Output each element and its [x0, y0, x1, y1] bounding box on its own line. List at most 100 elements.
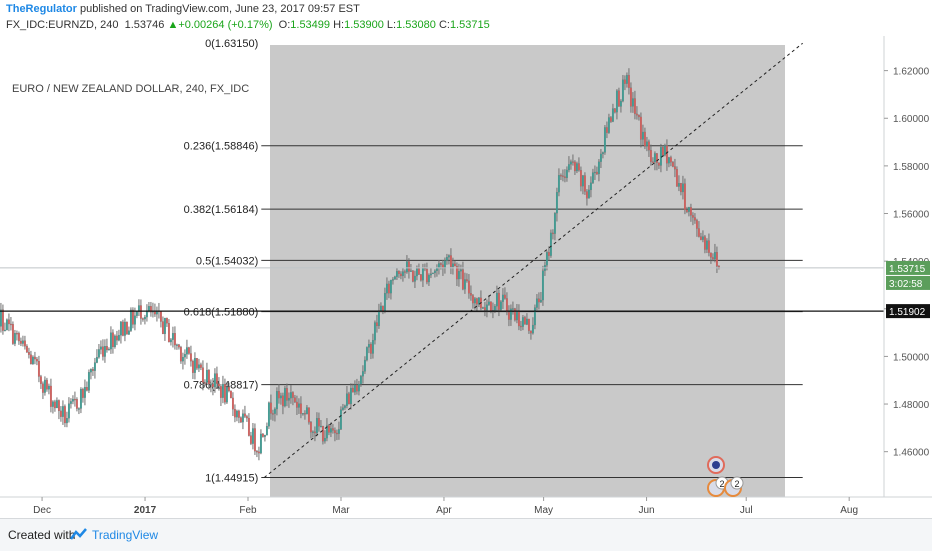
horizontal-line-label: 1.51902 — [889, 307, 926, 318]
candle-body — [601, 152, 604, 155]
candle-body — [533, 307, 536, 326]
tradingview-logo-icon[interactable] — [70, 527, 88, 541]
candle-body — [205, 369, 208, 383]
candle-body — [581, 175, 584, 187]
candle-body — [495, 292, 498, 307]
candle-body — [409, 270, 412, 272]
candle-body — [267, 402, 270, 427]
candle-body — [261, 433, 264, 437]
candle-body — [459, 269, 462, 272]
candle-body — [405, 261, 408, 273]
candle-body — [545, 252, 548, 266]
x-tick-label: Jul — [740, 505, 753, 516]
candle-body — [331, 428, 334, 431]
candle-body — [707, 240, 710, 253]
candle-body — [693, 217, 696, 221]
candle-body — [63, 406, 66, 424]
candle-body — [255, 450, 258, 453]
candle-body — [629, 87, 632, 107]
event-count-badge — [730, 476, 744, 490]
up-arrow-icon: ▲ — [167, 19, 179, 31]
candle-body — [121, 321, 124, 336]
candle-body — [287, 397, 290, 401]
candle-body — [195, 358, 198, 369]
candle-body — [47, 385, 50, 390]
candle-body — [273, 408, 276, 414]
candle-body — [357, 383, 360, 392]
chart-area[interactable]: 0(1.63150) 0.236(1.58846) 0.382(1.56184) 0.… — [0, 36, 932, 518]
candle-body — [349, 387, 352, 405]
candle-body — [665, 145, 668, 164]
candle-body — [177, 344, 180, 348]
candle-body — [703, 236, 706, 250]
candle-body — [573, 161, 576, 172]
candle-body — [179, 347, 182, 362]
candle-body — [165, 317, 168, 324]
candle-body — [313, 431, 316, 434]
candle-body — [477, 297, 480, 305]
candle-body — [557, 175, 560, 193]
author-link[interactable]: TheRegulator — [6, 3, 77, 15]
candle-body — [257, 451, 260, 454]
candle-body — [263, 434, 266, 437]
candle-body — [645, 141, 648, 147]
fib-level-label: 0.5(1.54032) — [196, 255, 258, 267]
publish-info: published on TradingView.com, June 23, 2… — [76, 3, 360, 15]
candle-body — [1, 309, 4, 331]
candle-body — [395, 271, 398, 277]
tradingview-brand-link[interactable]: TradingView — [92, 528, 159, 542]
candle-body — [89, 369, 92, 373]
candle-body — [513, 308, 516, 321]
candle-body — [427, 274, 430, 283]
candle-body — [363, 359, 366, 372]
publish-line: TheRegulator published on TradingView.co… — [6, 3, 360, 15]
candle-body — [249, 435, 252, 444]
candle-body — [55, 400, 58, 409]
candle-body — [443, 260, 446, 269]
candle-body — [553, 213, 556, 234]
candle-body — [607, 117, 610, 133]
candle-body — [215, 373, 218, 384]
low-label: L: — [386, 19, 397, 31]
candle-body — [515, 311, 518, 321]
candle-body — [173, 333, 176, 346]
candle-body — [355, 384, 358, 392]
candle-body — [265, 426, 268, 436]
candle-body — [291, 392, 294, 398]
candle-body — [509, 308, 512, 320]
candle-body — [115, 335, 118, 341]
candle-body — [299, 403, 302, 414]
candle-body — [61, 406, 64, 417]
candle-body — [107, 348, 110, 351]
current-price-label: 1.53715 — [889, 264, 926, 275]
candle-body — [223, 383, 226, 403]
candle-body — [301, 413, 304, 415]
candle-body — [41, 383, 44, 393]
candle-body — [641, 131, 644, 140]
candle-body — [3, 329, 6, 332]
candle-body — [113, 335, 116, 348]
chart-title: EURO / NEW ZEALAND DOLLAR, 240, FX_IDC — [12, 83, 250, 95]
ohlc-line: FX_IDC:EURNZD, 240 1.53746 ▲+0.00264 (+0… — [6, 19, 490, 31]
countdown-label: 3:02:58 — [889, 279, 923, 290]
candle-body — [97, 349, 100, 358]
candle-body — [351, 387, 354, 393]
candle-body — [285, 388, 288, 401]
candle-body — [209, 383, 212, 385]
candle-body — [93, 362, 96, 371]
candle-body — [305, 407, 308, 415]
candle-body — [369, 344, 372, 354]
candle-body — [149, 306, 152, 313]
candle-body — [33, 356, 36, 360]
candle-body — [547, 252, 550, 256]
candle-body — [593, 171, 596, 174]
candle-body — [397, 271, 400, 275]
candle-body — [631, 98, 634, 107]
open-value: 1.53499 — [290, 19, 331, 31]
candle-body — [7, 319, 10, 325]
current-price-badge — [886, 260, 930, 275]
close-label: C: — [438, 19, 450, 31]
price-chart[interactable]: 0(1.63150) 0.236(1.58846) 0.382(1.56184) 0.… — [0, 36, 932, 518]
candle-body — [669, 157, 672, 163]
x-tick-label: Dec — [33, 505, 51, 516]
